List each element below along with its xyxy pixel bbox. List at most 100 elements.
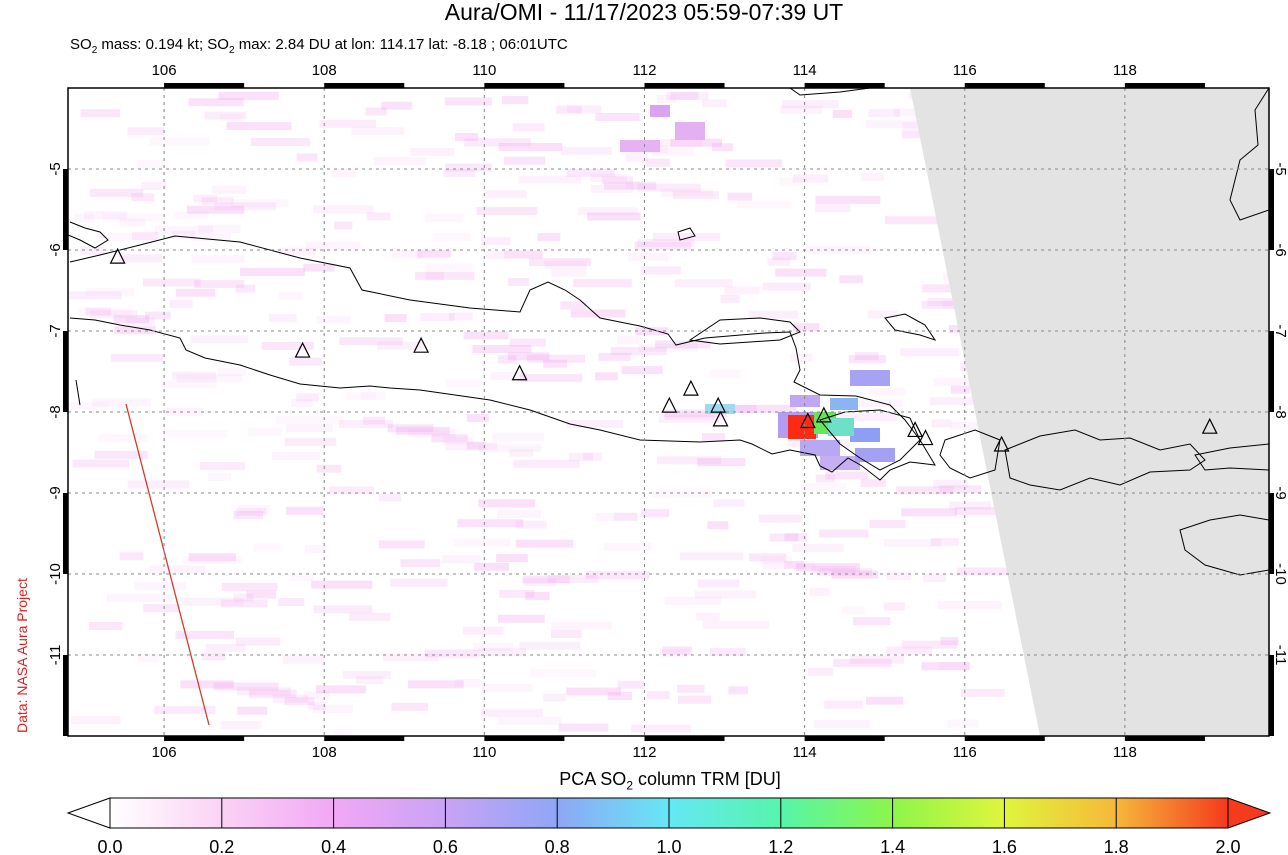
so2-pixel <box>221 582 278 591</box>
so2-pixel <box>355 676 384 685</box>
colorbar-under-arrow <box>66 797 111 829</box>
so2-pixel <box>238 505 270 514</box>
so2-pixel <box>697 579 740 588</box>
volcano-marker <box>917 429 934 446</box>
lat-tick-label-left: -9 <box>47 486 64 499</box>
so2-pixel <box>182 556 244 565</box>
so2-pixel <box>886 572 912 581</box>
so2-plume-pixel <box>705 404 735 414</box>
so2-pixel <box>339 337 403 346</box>
so2-pixel <box>432 232 470 241</box>
so2-pixel <box>815 195 881 204</box>
so2-pixel <box>656 94 676 103</box>
so2-pixel <box>651 489 712 498</box>
so2-plume-pixel <box>800 440 840 456</box>
so2-pixel <box>448 312 473 321</box>
colorbar-tick-label: 1.8 <box>1104 837 1129 855</box>
so2-pixel <box>407 429 456 438</box>
so2-pixel <box>160 380 217 389</box>
so2-pixel <box>480 708 543 717</box>
colorbar-over-arrow <box>1227 797 1272 829</box>
so2-pixel <box>813 720 870 729</box>
so2-pixel <box>660 188 713 197</box>
so2-pixel <box>363 416 385 425</box>
so2-pixel <box>628 252 669 261</box>
so2-pixel <box>132 231 158 240</box>
so2-pixel <box>311 580 373 589</box>
so2-pixel <box>501 95 529 104</box>
so2-pixel <box>190 335 249 344</box>
so2-pixel <box>106 593 175 602</box>
lon-tick-label-bottom: 106 <box>152 744 177 761</box>
so2-pixel <box>426 263 474 272</box>
so2-pixel <box>679 552 744 561</box>
so2-pixel <box>174 211 209 220</box>
so2-pixel <box>85 307 111 316</box>
so2-pixel <box>221 720 262 729</box>
kangean-coastline <box>884 313 937 341</box>
so2-pixel <box>590 184 634 193</box>
so2-pixel <box>268 314 297 323</box>
so2-pixel <box>784 560 805 569</box>
so2-pixel <box>190 233 231 242</box>
so2-pixel <box>498 142 563 151</box>
so2-pixel <box>664 411 714 420</box>
volcano-marker <box>799 412 816 429</box>
so2-pixel <box>603 543 652 552</box>
so2-pixel <box>284 697 315 706</box>
so2-pixel <box>334 221 353 230</box>
so2-pixel-layer <box>68 91 1026 736</box>
so2-pixel <box>537 233 561 242</box>
lon-tick-label-top: 116 <box>953 62 977 79</box>
so2-pixel <box>237 687 291 696</box>
so2-pixel <box>141 182 167 191</box>
so2-pixel <box>855 399 903 408</box>
so2-pixel <box>110 353 163 362</box>
colorbar-tick-label: 0.4 <box>321 837 346 855</box>
so2-pixel <box>466 414 489 423</box>
frame-bar-left <box>63 331 68 412</box>
so2-pixel <box>727 404 757 413</box>
so2-pixel <box>832 109 853 118</box>
so2-pixel <box>221 599 268 608</box>
so2-pixel <box>677 684 705 693</box>
so2-pixel <box>621 366 663 375</box>
so2-pixel <box>136 160 164 169</box>
so2-plume-pixel <box>820 456 860 470</box>
so2-pixel <box>901 508 957 517</box>
so2-pixel <box>172 371 217 380</box>
so2-pixel <box>417 249 451 258</box>
so2-pixel <box>567 105 602 114</box>
so2-pixel <box>474 562 510 571</box>
so2-pixel <box>462 626 504 635</box>
so2-pixel <box>652 147 694 156</box>
so2-pixel <box>303 263 335 272</box>
so2-pixel <box>481 684 533 693</box>
so2-pixel <box>949 501 991 510</box>
so2-pixel <box>496 509 541 518</box>
so2-pixel <box>454 132 479 141</box>
so2-pixel <box>125 317 156 326</box>
so2-pixel <box>442 555 482 564</box>
so2-pixel <box>760 555 793 564</box>
so2-pixel <box>119 254 162 263</box>
so2-pixel <box>884 216 950 225</box>
so2-pixel <box>604 181 657 190</box>
colorbar-tick-label: 1.2 <box>768 837 793 855</box>
so2-pixel <box>134 582 187 591</box>
sulawesi-coastline <box>1229 88 1269 221</box>
so2-pixel <box>696 612 720 621</box>
so2-pixel <box>784 533 808 542</box>
so2-pixel <box>191 255 245 264</box>
frame-bar-top <box>484 83 565 88</box>
so2-pixel <box>197 224 241 233</box>
so2-pixel <box>868 387 905 396</box>
so2-pixel <box>282 655 325 664</box>
so2-pixel <box>902 640 958 649</box>
so2-pixel <box>384 314 407 323</box>
so2-pixel <box>425 271 444 280</box>
gridlines <box>68 88 1269 736</box>
volcano-marker <box>907 421 924 438</box>
kalimantan-coastline <box>789 88 871 96</box>
so2-pixel <box>561 146 612 155</box>
